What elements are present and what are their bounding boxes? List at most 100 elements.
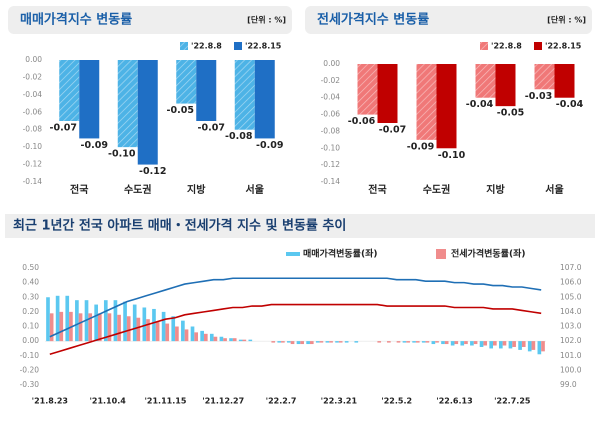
y-tick-label: 0.20: [22, 307, 39, 316]
y2-tick-label: 107.0: [560, 263, 582, 272]
bar: [117, 60, 138, 148]
data-label: -0.06: [348, 116, 376, 127]
bar: [377, 341, 382, 343]
bar: [132, 304, 137, 342]
bar: [300, 341, 304, 345]
data-label: -0.04: [556, 99, 584, 110]
bar: [107, 313, 112, 342]
data-label: -0.07: [50, 123, 77, 134]
y-tick-label: 0.00: [22, 336, 39, 345]
bar: [416, 64, 437, 140]
bar: [94, 304, 98, 342]
bar: [97, 313, 102, 342]
y-tick-label: -0.08: [321, 126, 341, 135]
bar: [126, 316, 131, 342]
bar: [65, 295, 70, 342]
y2-tick-label: 103.0: [560, 322, 582, 331]
bar: [475, 64, 496, 98]
bar: [209, 333, 214, 342]
y2-tick-label: 104.0: [560, 307, 582, 316]
bar: [412, 341, 416, 343]
bar: [335, 341, 339, 343]
bar: [242, 339, 247, 342]
bar: [554, 64, 575, 98]
bar: [46, 297, 50, 342]
y-tick-label: -0.10: [321, 143, 341, 152]
bar: [421, 341, 426, 343]
data-label: -0.08: [225, 131, 253, 142]
x-tick-label: 지방: [187, 183, 206, 196]
y-tick-label: -0.02: [321, 76, 341, 85]
y-tick-label: -0.30: [20, 380, 40, 389]
bar: [436, 64, 457, 149]
bar: [184, 329, 189, 342]
y2-tick-label: 101.0: [560, 351, 582, 360]
bar: [498, 341, 503, 349]
x-tick-label: 지방: [486, 183, 505, 196]
y2-tick-label: 100.0: [560, 365, 582, 374]
y-tick-label: -0.12: [321, 160, 341, 169]
bar: [460, 341, 465, 346]
x-tick-label: 서울: [246, 183, 264, 196]
bar: [518, 341, 522, 350]
bar: [248, 339, 253, 342]
bar: [464, 341, 468, 345]
bar: [406, 341, 410, 343]
bar: [338, 341, 343, 343]
bar: [176, 60, 197, 104]
legend-label: '22.8.8: [491, 42, 522, 51]
y-tick-label: 0.00: [25, 55, 42, 64]
bar: [155, 322, 160, 342]
bar: [296, 341, 301, 345]
y-tick-label: -0.14: [321, 177, 341, 186]
y-tick-label: -0.20: [20, 365, 40, 374]
x-tick-label: 전국: [70, 183, 88, 196]
y-tick-label: -0.06: [23, 107, 43, 116]
bar: [190, 326, 195, 342]
title-bar: [8, 6, 292, 34]
y-tick-label: 0.40: [22, 278, 39, 287]
bar: [277, 341, 282, 343]
bar: [213, 336, 218, 342]
bar: [117, 314, 121, 342]
y-tick-label: 0.10: [22, 322, 39, 331]
legend-swatch: [480, 42, 488, 50]
bar: [309, 341, 314, 345]
bar: [441, 341, 445, 345]
y-tick-label: 0.30: [22, 292, 39, 301]
bar: [136, 317, 141, 342]
bar: [152, 308, 156, 342]
bar: [254, 60, 275, 139]
bar: [306, 341, 310, 345]
bar: [161, 311, 166, 342]
unit-label: [단위 : %]: [547, 15, 586, 25]
bar: [196, 60, 217, 121]
x-tick-label: 전국: [368, 183, 386, 196]
bar: [454, 341, 459, 345]
y-tick-label: -0.02: [23, 72, 43, 81]
bar: [59, 311, 64, 342]
bar: [521, 341, 526, 347]
bar: [103, 300, 108, 342]
legend-label: 전세가격변동률(좌): [451, 248, 525, 260]
bar: [123, 301, 127, 342]
y2-tick-label: 102.0: [560, 336, 582, 345]
data-label: -0.12: [139, 166, 166, 177]
y-tick-label: 0.50: [22, 263, 39, 272]
bar: [450, 341, 455, 346]
legend-label: '22.8.8: [191, 42, 222, 51]
bar: [78, 313, 83, 342]
bar: [79, 60, 100, 139]
bar: [396, 341, 401, 343]
bar: [483, 341, 488, 346]
bar: [142, 307, 147, 342]
y-tick-label: -0.04: [321, 93, 341, 102]
bar: [377, 64, 398, 123]
y2-tick-label: 105.0: [560, 292, 582, 301]
data-label: -0.04: [466, 99, 494, 110]
bar: [290, 341, 295, 345]
y-tick-label: -0.06: [321, 110, 341, 119]
data-label: -0.05: [167, 105, 194, 116]
title-bar: [5, 214, 595, 238]
